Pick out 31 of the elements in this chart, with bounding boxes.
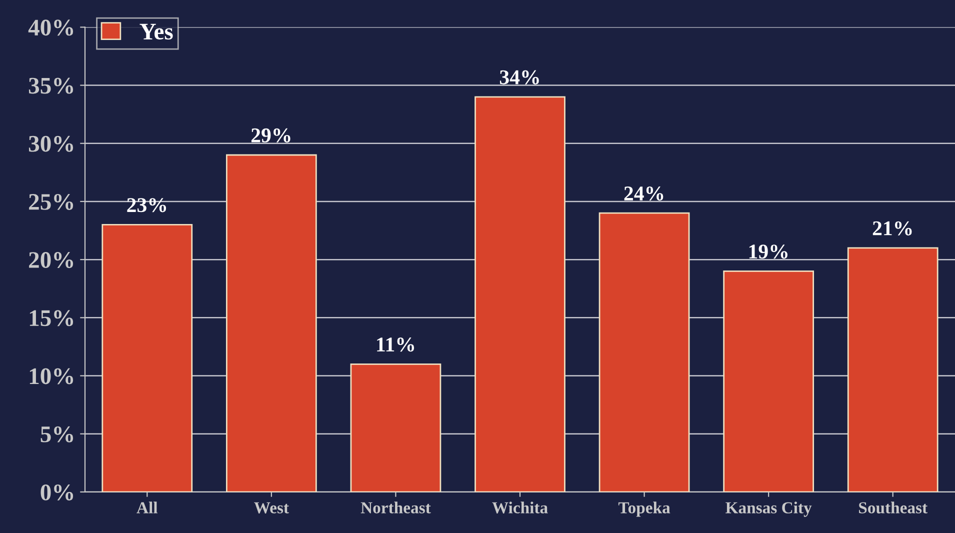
bar: [474, 96, 566, 492]
x-tick-label: West: [254, 502, 289, 514]
y-tick-label: 40%: [28, 20, 74, 36]
x-tick-label: All: [136, 502, 158, 514]
x-tick-label: Southeast: [859, 502, 928, 514]
bar: [847, 247, 938, 492]
y-tick-label: 25%: [29, 194, 74, 210]
y-tick-label: 20%: [29, 252, 74, 268]
data-label: 21%: [872, 221, 912, 236]
x-tick-label: Wichita: [492, 502, 548, 514]
bar: [598, 212, 690, 492]
data-label: 23%: [127, 198, 166, 212]
y-tick-label: 30%: [28, 136, 74, 152]
data-label: 34%: [500, 70, 539, 84]
y-tick-label: 0%: [40, 484, 74, 500]
y-tick-label: 15%: [30, 310, 74, 326]
data-label: 29%: [251, 128, 290, 142]
x-tick-label: Kansas City: [726, 502, 812, 517]
bar: [723, 270, 814, 492]
bar: [350, 363, 442, 492]
data-label: 24%: [624, 186, 664, 201]
legend-label: Yes: [140, 24, 173, 40]
data-label: 11%: [377, 338, 414, 352]
y-tick-label: 5%: [40, 426, 74, 442]
x-tick-label: Northeast: [360, 502, 431, 514]
data-label: 19%: [749, 244, 788, 259]
y-tick-label: 35%: [28, 78, 74, 94]
bar: [226, 154, 317, 492]
y-tick-label: 10%: [30, 368, 74, 384]
bar: [102, 224, 193, 492]
x-tick-label: Topeka: [618, 502, 670, 517]
